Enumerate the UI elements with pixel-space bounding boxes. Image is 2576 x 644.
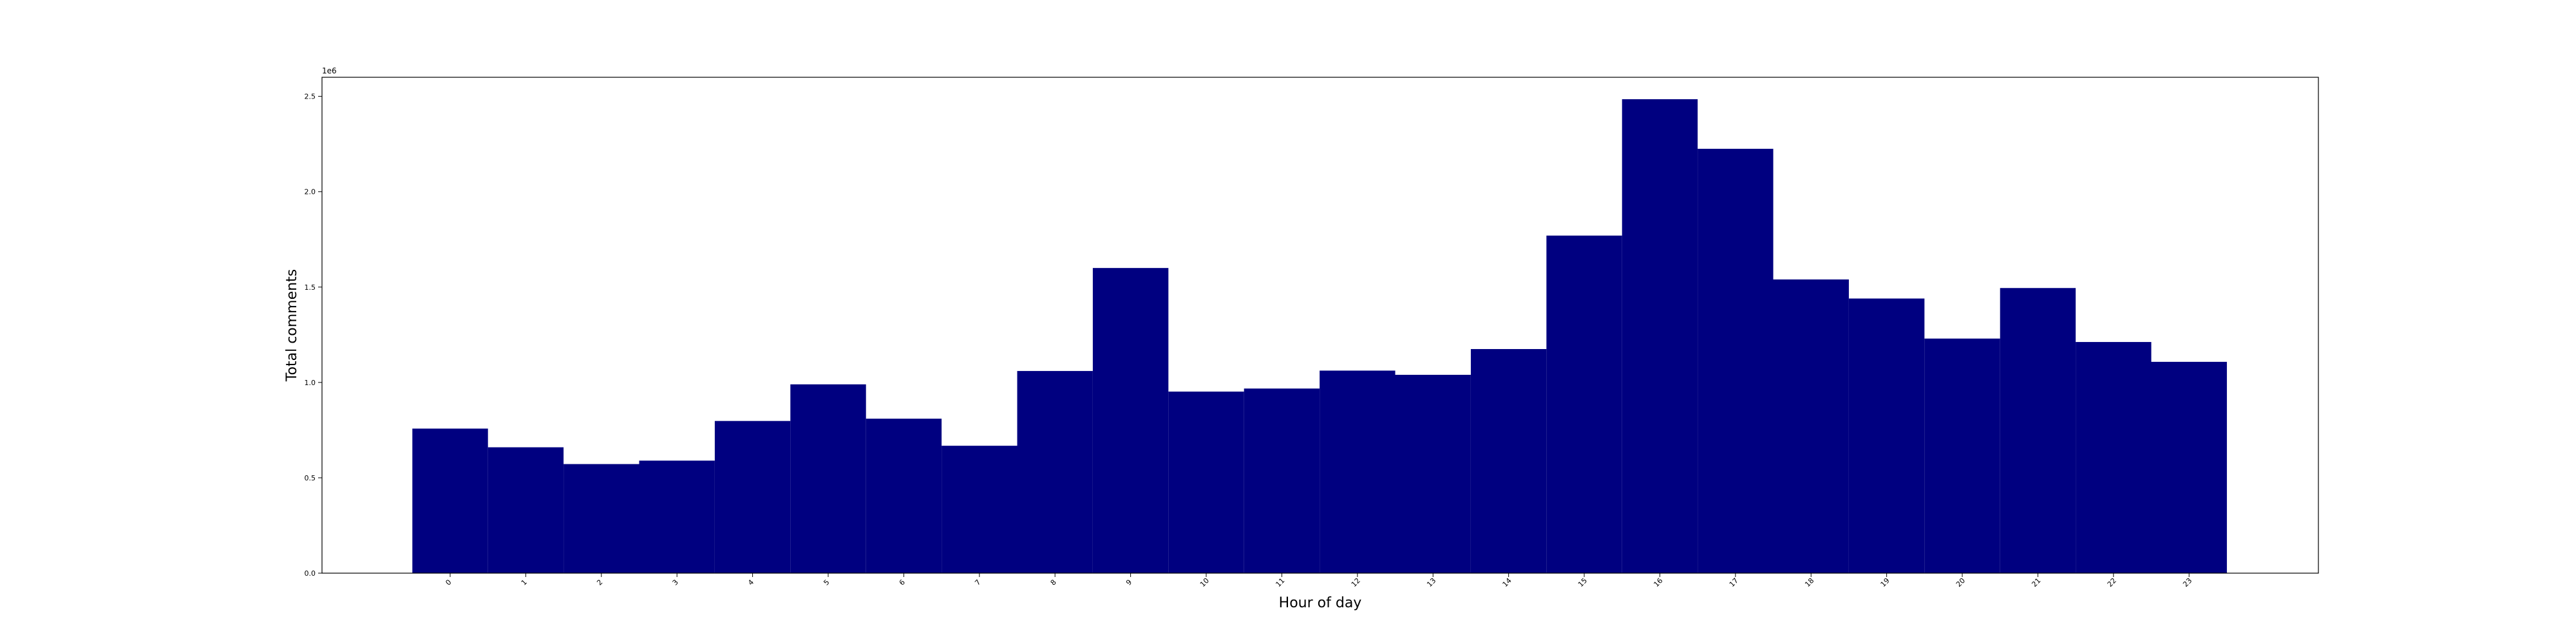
x-tick-label: 12	[1350, 576, 1362, 589]
x-tick-label: 13	[1425, 576, 1437, 589]
bar-hour-6	[866, 419, 942, 573]
bar-hour-8	[1017, 371, 1093, 573]
bar-hour-0	[412, 428, 488, 573]
x-tick-label: 10	[1198, 576, 1211, 589]
y-tick-label: 0.0	[305, 569, 316, 578]
y-axis-label: Total comments	[284, 269, 300, 382]
bar-hour-14	[1470, 349, 1547, 573]
bar-hour-16	[1622, 99, 1698, 573]
bar-hour-2	[564, 464, 639, 573]
x-tick-label: 21	[2030, 576, 2042, 589]
bar-hour-11	[1244, 388, 1320, 573]
x-tick-label: 3	[671, 578, 680, 587]
bar-hour-1	[488, 447, 564, 573]
y-tick-label: 1.0	[305, 379, 316, 387]
bar-hour-19	[1848, 298, 1925, 573]
x-tick-label: 7	[973, 578, 982, 587]
x-tick-label: 8	[1049, 578, 1058, 587]
bar-hour-23	[2151, 361, 2227, 573]
x-tick-label: 17	[1728, 576, 1740, 589]
x-axis-ticks: 0 1 2 3 4 5 6 7 8 9 10 11 12 13 14 15 16 17 18 19 20 21 22 23	[444, 573, 2193, 589]
x-tick-label: 19	[1879, 576, 1891, 589]
y-tick-label: 0.5	[305, 474, 316, 482]
x-tick-label: 2	[595, 578, 604, 587]
bar-hour-12	[1320, 370, 1396, 573]
x-tick-label: 18	[1803, 576, 1815, 589]
bar-hour-13	[1395, 375, 1471, 573]
x-tick-label: 1	[520, 578, 529, 587]
bar-hour-15	[1546, 235, 1622, 573]
y-tick-label: 1.5	[305, 283, 316, 292]
bars-group	[412, 99, 2227, 573]
x-tick-label: 9	[1124, 578, 1133, 587]
x-tick-label: 4	[746, 578, 755, 587]
y-tick-label: 2.0	[305, 188, 316, 196]
y-axis-ticks: 0.0 0.5 1.0 1.5 2.0 2.5	[305, 93, 322, 578]
bar-hour-5	[790, 384, 866, 573]
bar-hour-20	[1924, 338, 2000, 573]
bar-hour-22	[2076, 342, 2152, 573]
x-tick-label: 6	[898, 578, 907, 587]
x-tick-label: 15	[1577, 576, 1589, 589]
x-tick-label: 5	[822, 578, 831, 587]
x-axis-label: Hour of day	[1279, 595, 1362, 611]
y-tick-label: 2.5	[305, 93, 316, 101]
x-tick-label: 20	[1955, 576, 1967, 589]
bar-hour-17	[1698, 149, 1774, 573]
plot-frame	[321, 77, 2319, 574]
x-tick-label: 16	[1652, 576, 1664, 589]
x-tick-label: 0	[444, 578, 453, 587]
x-tick-label: 14	[1501, 576, 1513, 589]
y-offset-label: 1e6	[322, 66, 337, 75]
bar-hour-7	[942, 446, 1018, 573]
bar-hour-21	[2000, 288, 2076, 573]
x-tick-label: 23	[2181, 576, 2193, 589]
bar-hour-9	[1092, 268, 1169, 573]
x-tick-label: 22	[2106, 576, 2118, 589]
bar-hour-3	[639, 460, 715, 573]
bar-hour-10	[1168, 392, 1244, 573]
x-tick-label: 11	[1274, 576, 1286, 589]
bar-hour-18	[1773, 279, 1849, 573]
bar-hour-4	[714, 421, 791, 573]
